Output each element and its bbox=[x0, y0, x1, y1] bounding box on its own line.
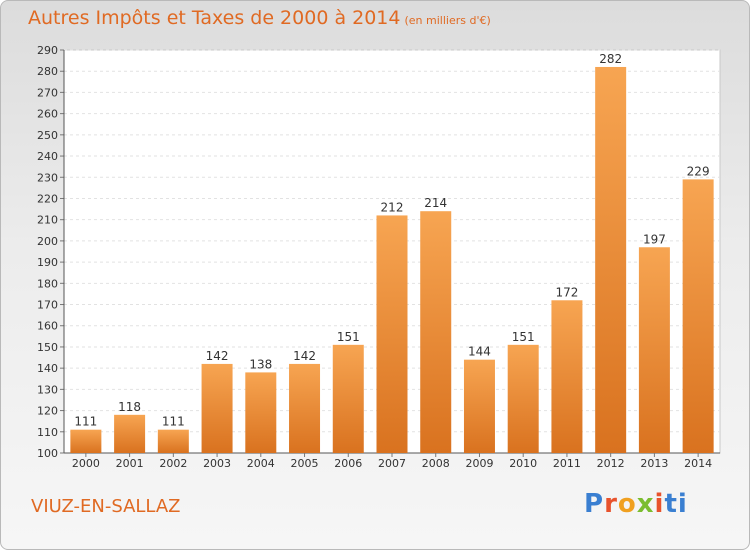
x-tick-label: 2009 bbox=[465, 457, 493, 470]
bar-value-label: 118 bbox=[118, 400, 141, 414]
bar bbox=[551, 300, 583, 453]
commune-name: VIUZ-EN-SALLAZ bbox=[31, 496, 181, 517]
y-tick-label: 240 bbox=[37, 150, 58, 163]
bar-value-label: 212 bbox=[381, 200, 404, 214]
proxiti-logo: Proxiti bbox=[584, 489, 688, 519]
y-tick-label: 120 bbox=[37, 405, 58, 418]
logo-letter: r bbox=[604, 489, 618, 519]
y-tick-label: 140 bbox=[37, 362, 58, 375]
y-tick-label: 250 bbox=[37, 129, 58, 142]
bar-value-label: 144 bbox=[468, 345, 491, 359]
x-tick-label: 2013 bbox=[640, 457, 668, 470]
bar-value-label: 142 bbox=[293, 349, 316, 363]
bar bbox=[638, 247, 670, 453]
y-tick-label: 150 bbox=[37, 341, 58, 354]
bar-value-label: 111 bbox=[74, 415, 97, 429]
x-tick-label: 2012 bbox=[597, 457, 625, 470]
y-tick-label: 230 bbox=[37, 171, 58, 184]
y-tick-label: 210 bbox=[37, 214, 58, 227]
bar bbox=[332, 344, 364, 453]
y-tick-label: 260 bbox=[37, 108, 58, 121]
x-tick-label: 2008 bbox=[422, 457, 450, 470]
y-tick-label: 110 bbox=[37, 426, 58, 439]
bar bbox=[289, 363, 321, 453]
x-tick-label: 2004 bbox=[247, 457, 275, 470]
bar bbox=[463, 359, 495, 453]
y-tick-label: 190 bbox=[37, 256, 58, 269]
y-tick-label: 100 bbox=[37, 447, 58, 460]
bar-value-label: 151 bbox=[512, 330, 535, 344]
bar-value-label: 142 bbox=[206, 349, 229, 363]
bar-value-label: 111 bbox=[162, 415, 185, 429]
x-tick-label: 2002 bbox=[159, 457, 187, 470]
logo-letter: P bbox=[584, 489, 605, 519]
x-tick-label: 2000 bbox=[72, 457, 100, 470]
bar-value-label: 151 bbox=[337, 330, 360, 344]
bar bbox=[420, 211, 452, 453]
x-tick-label: 2003 bbox=[203, 457, 231, 470]
y-tick-label: 160 bbox=[37, 320, 58, 333]
chart-unit: (en milliers d'€) bbox=[404, 14, 491, 27]
chart-title: Autres Impôts et Taxes de 2000 à 2014 (en… bbox=[28, 7, 491, 29]
y-tick-label: 220 bbox=[37, 192, 58, 205]
bar bbox=[376, 215, 408, 453]
logo-letter: i bbox=[654, 489, 665, 519]
y-tick-label: 130 bbox=[37, 383, 58, 396]
bar-value-label: 229 bbox=[687, 164, 710, 178]
bar-value-label: 214 bbox=[424, 196, 447, 210]
y-tick-label: 270 bbox=[37, 86, 58, 99]
logo-letter: i bbox=[677, 489, 688, 519]
bar-value-label: 282 bbox=[599, 52, 622, 66]
y-tick-label: 290 bbox=[37, 44, 58, 57]
bar bbox=[682, 179, 714, 453]
x-tick-label: 2007 bbox=[378, 457, 406, 470]
bar bbox=[595, 66, 627, 454]
logo-letter: t bbox=[664, 489, 678, 519]
bar bbox=[70, 429, 102, 453]
x-tick-label: 2014 bbox=[684, 457, 712, 470]
bar bbox=[245, 372, 277, 453]
x-tick-label: 2010 bbox=[509, 457, 537, 470]
x-tick-label: 2005 bbox=[291, 457, 319, 470]
y-tick-label: 200 bbox=[37, 235, 58, 248]
bar bbox=[507, 344, 539, 453]
x-tick-label: 2006 bbox=[334, 457, 362, 470]
chart-title-text: Autres Impôts et Taxes de 2000 à 2014 bbox=[28, 7, 401, 29]
bar bbox=[114, 414, 146, 453]
logo-letter: x bbox=[636, 489, 655, 519]
x-tick-label: 2001 bbox=[116, 457, 144, 470]
y-tick-label: 280 bbox=[37, 65, 58, 78]
y-tick-label: 170 bbox=[37, 299, 58, 312]
x-tick-label: 2011 bbox=[553, 457, 581, 470]
logo-letter: o bbox=[617, 489, 637, 519]
bar-value-label: 197 bbox=[643, 232, 666, 246]
y-tick-label: 180 bbox=[37, 277, 58, 290]
bar bbox=[201, 363, 233, 453]
bar bbox=[157, 429, 189, 453]
bar-value-label: 138 bbox=[249, 357, 272, 371]
bar-value-label: 172 bbox=[555, 285, 578, 299]
